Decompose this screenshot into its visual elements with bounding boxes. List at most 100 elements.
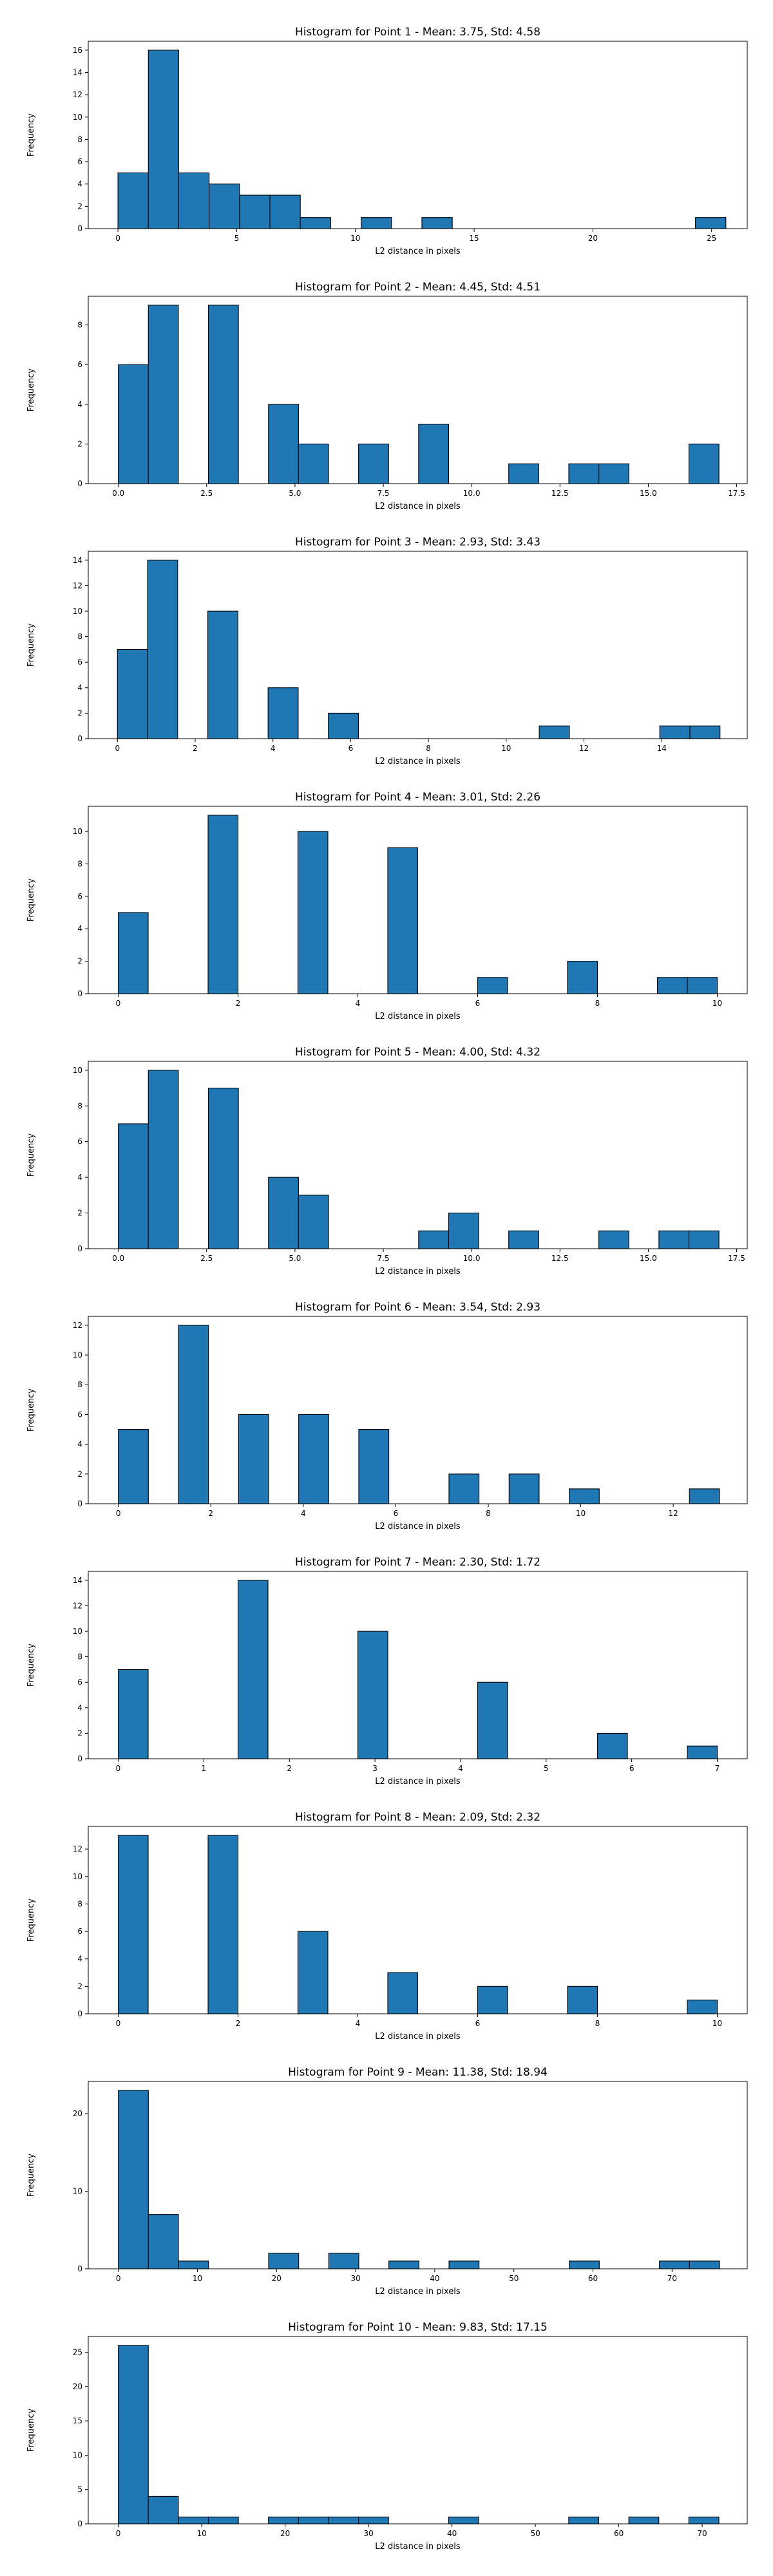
- y-tick-label: 10: [73, 1872, 82, 1881]
- histogram-bar: [418, 424, 450, 484]
- x-axis: 0 10 20 30 40 50 60 70: [116, 2269, 677, 2283]
- x-tick-label: 6: [394, 1509, 399, 1518]
- histogram-bar: [298, 1414, 329, 1504]
- x-tick-label: 50: [509, 2274, 519, 2283]
- y-tick-label: 8: [77, 1101, 82, 1110]
- histogram-bar: [117, 1669, 149, 1759]
- histogram-bar: [689, 2260, 720, 2269]
- x-tick-label: 4: [356, 2019, 361, 2028]
- histogram-bar: [207, 305, 239, 484]
- x-axis: 0.0 2.5 5.0 7.5 10.0 12.5 15.0 17.5: [112, 484, 745, 498]
- y-tick-label: 10: [73, 113, 82, 122]
- y-tick-label: 14: [73, 556, 82, 565]
- bars: [118, 2345, 720, 2524]
- x-tick-label: 0: [116, 1764, 121, 1773]
- histogram-bar: [687, 977, 718, 994]
- histogram-bar: [659, 725, 691, 739]
- histogram-bar: [178, 2260, 209, 2269]
- x-axis: 0 10 20 30 40 50 60 70: [116, 2524, 707, 2538]
- x-tick-label: 12: [579, 744, 589, 753]
- x-tick-label: 0: [116, 1509, 121, 1518]
- x-axis-label: L2 distance in pixels: [375, 1012, 461, 1020]
- histogram-bar: [421, 217, 453, 229]
- x-tick-label: 20: [588, 234, 598, 243]
- x-tick-label: 6: [475, 999, 481, 1008]
- y-tick-label: 8: [77, 859, 82, 868]
- histogram-bar: [477, 1985, 508, 2014]
- x-tick-label: 14: [657, 744, 667, 753]
- histogram-bar: [689, 725, 721, 739]
- histogram-bar: [300, 217, 331, 229]
- chart-title: Histogram for Point 8 - Mean: 2.09, Std:…: [295, 1811, 540, 1824]
- histogram-chart-9: Histogram for Point 9 - Mean: 11.38, Std…: [26, 2066, 748, 2295]
- histogram-bar: [628, 2516, 660, 2524]
- histogram-bar: [448, 2260, 480, 2269]
- y-tick-label: 6: [77, 1137, 82, 1146]
- y-tick-label: 0: [77, 1499, 82, 1508]
- histogram-bar: [688, 1230, 720, 1249]
- x-tick-label: 10: [501, 744, 511, 753]
- histogram-bar: [207, 1088, 239, 1249]
- y-tick-label: 8: [77, 321, 82, 330]
- y-tick-label: 2: [77, 708, 82, 717]
- histogram-bar: [448, 1473, 480, 1504]
- bars: [118, 1325, 720, 1504]
- x-axis-label: L2 distance in pixels: [375, 2032, 461, 2040]
- y-tick-label: 10: [73, 827, 82, 836]
- x-tick-label: 7.5: [377, 1254, 389, 1263]
- y-tick-label: 2: [77, 439, 82, 448]
- y-tick-label: 4: [77, 683, 82, 692]
- x-tick-label: 5: [544, 1764, 549, 1773]
- plot-frame: [88, 1061, 748, 1249]
- x-tick-label: 12: [668, 1509, 678, 1518]
- x-tick-label: 4: [271, 744, 276, 753]
- y-tick-label: 0: [77, 989, 82, 998]
- histogram-bar: [148, 305, 179, 484]
- x-tick-label: 2: [287, 1764, 292, 1773]
- histogram-bar: [268, 1177, 299, 1249]
- histogram-chart-5: Histogram for Point 5 - Mean: 4.00, Std:…: [26, 1046, 748, 1275]
- y-tick-label: 14: [73, 68, 82, 77]
- y-axis: 0 2 4 6 8 10: [73, 1066, 88, 1253]
- histogram-bar: [239, 194, 271, 229]
- y-tick-label: 0: [77, 1244, 82, 1253]
- histogram-bar: [298, 2516, 329, 2524]
- histogram-chart-4: Histogram for Point 4 - Mean: 3.01, Std:…: [26, 791, 748, 1020]
- chart-title: Histogram for Point 4 - Mean: 3.01, Std:…: [295, 791, 540, 804]
- histogram-bar: [118, 2345, 149, 2524]
- chart-title: Histogram for Point 1 - Mean: 3.75, Std:…: [295, 26, 540, 39]
- histogram-chart-8: Histogram for Point 8 - Mean: 2.09, Std:…: [26, 1811, 748, 2040]
- y-axis-label: Frequency: [26, 1643, 36, 1687]
- x-tick-label: 20: [280, 2529, 290, 2538]
- histogram-bar: [237, 1580, 269, 1759]
- x-tick-label: 8: [486, 1509, 491, 1518]
- y-axis: 0 5 10 15 20 25: [73, 2348, 88, 2528]
- x-axis: 0 1 2 3 4 5 6 7: [116, 1759, 720, 1773]
- x-axis-label: L2 distance in pixels: [375, 247, 461, 255]
- y-tick-label: 6: [77, 157, 82, 166]
- histogram-chart-10: Histogram for Point 10 - Mean: 9.83, Std…: [26, 2321, 748, 2550]
- histogram-bar: [596, 1732, 628, 1759]
- histogram-chart-3: Histogram for Point 3 - Mean: 2.93, Std:…: [26, 536, 748, 765]
- histogram-bar: [656, 977, 688, 994]
- histogram-bar: [298, 1195, 329, 1249]
- x-tick-label: 3: [372, 1764, 377, 1773]
- y-tick-label: 20: [73, 2382, 82, 2391]
- x-axis-label: L2 distance in pixels: [375, 1777, 461, 1785]
- y-tick-label: 4: [77, 1955, 82, 1964]
- y-tick-label: 0: [77, 1754, 82, 1763]
- bars: [117, 1580, 718, 1759]
- histogram-bar: [568, 2516, 600, 2524]
- y-tick-label: 14: [73, 1576, 82, 1585]
- y-tick-label: 6: [77, 1678, 82, 1687]
- x-tick-label: 15: [469, 234, 479, 243]
- x-tick-label: 7.5: [377, 489, 389, 498]
- x-tick-label: 8: [595, 999, 600, 1008]
- histogram-chart-2: Histogram for Point 2 - Mean: 4.45, Std:…: [26, 281, 748, 510]
- x-tick-label: 6: [629, 1764, 635, 1773]
- histogram-bar: [297, 1931, 329, 2014]
- y-tick-label: 15: [73, 2416, 82, 2425]
- histogram-bar: [117, 1835, 149, 2014]
- chart-title: Histogram for Point 5 - Mean: 4.00, Std:…: [295, 1046, 540, 1059]
